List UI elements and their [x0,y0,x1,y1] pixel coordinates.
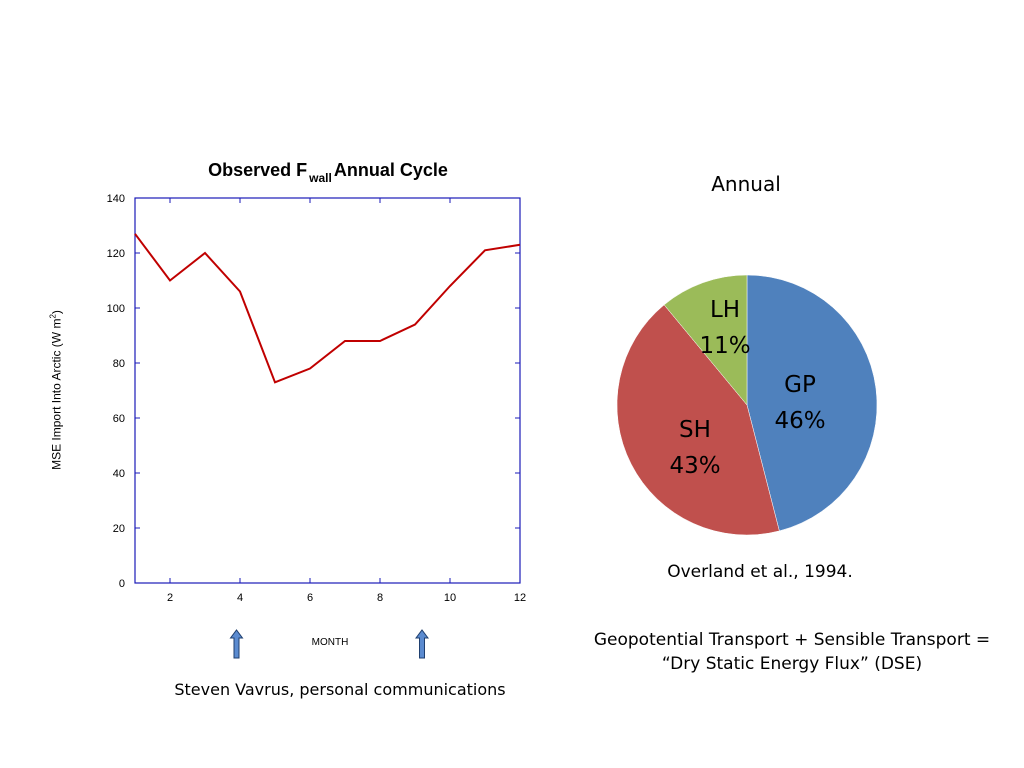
y-tick-label: 0 [119,578,125,590]
pie-chart-title: Annual [711,172,781,196]
pie-slice-gp [746,274,878,532]
x-tick-label: 4 [237,592,243,604]
dse-note-line-2: “Dry Static Energy Flux” (DSE) [661,654,923,674]
x-tick-label: 2 [167,592,173,604]
series-line [134,233,521,384]
pie-chart-source: Overland et al., 1994. [667,562,853,582]
up-arrow-icon [229,629,244,659]
y-tick-label: 140 [107,193,125,205]
line-chart-source: Steven Vavrus, personal communications [174,680,506,699]
pie-label-gp: GP [784,372,816,398]
x-tick-label: 8 [377,592,383,604]
y-tick-label: 120 [107,248,125,260]
x-tick-label: 10 [444,592,456,604]
pie-value-sh: 43% [669,453,720,479]
y-tick-label: 80 [113,358,125,370]
y-tick-label: 100 [107,303,125,315]
line-chart-title-subscript: wall [309,171,332,185]
dse-note: Geopotential Transport + Sensible Transp… [560,628,1024,676]
x-tick-label: 12 [514,592,526,604]
y-tick-label: 60 [113,413,125,425]
pie-slice-sh [616,304,780,536]
up-arrow-icon [415,629,429,659]
x-tick-label: 6 [307,592,313,604]
line-chart-title-rest: Annual Cycle [333,160,448,180]
pie-slice-lh [663,274,748,406]
pie-label-lh: LH [710,297,740,323]
x-axis-label: MONTH [311,637,349,648]
line-chart-title-main: Observed F [208,160,308,180]
pie-value-lh: 11% [699,333,750,359]
pie-value-gp: 46% [774,408,825,434]
plot-frame [134,197,521,584]
pie-label-sh: SH [679,417,711,443]
y-tick-label: 40 [113,468,125,480]
y-tick-label: 20 [113,523,125,535]
dse-note-line-1: Geopotential Transport + Sensible Transp… [593,630,991,650]
